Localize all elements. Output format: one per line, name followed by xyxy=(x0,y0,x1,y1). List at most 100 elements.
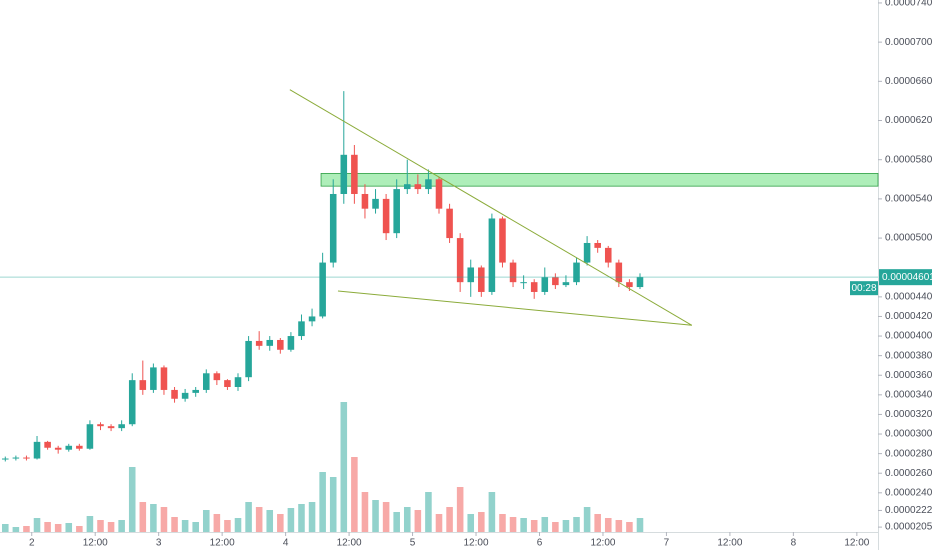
trendline xyxy=(337,290,692,326)
y-tick-label: 0.00002050 xyxy=(885,522,932,533)
x-tick-label: 12:00 xyxy=(210,538,235,549)
candle-body xyxy=(414,184,422,190)
volume-bar xyxy=(446,507,453,532)
x-tick-label: 6 xyxy=(537,538,543,549)
candle-body xyxy=(255,340,263,346)
volume-bar xyxy=(467,514,475,532)
x-tick-label: 12:00 xyxy=(844,538,869,549)
volume-bar xyxy=(54,524,62,532)
candle-body xyxy=(171,389,178,399)
volume-bar xyxy=(615,520,623,532)
volume-bar xyxy=(361,492,369,532)
candle-body xyxy=(615,262,623,283)
volume-bar xyxy=(298,504,305,532)
candle-body xyxy=(2,458,9,460)
candle-body xyxy=(583,242,591,263)
candle-body xyxy=(435,179,443,209)
candle-body xyxy=(403,184,411,190)
volume-bar xyxy=(2,524,9,532)
candle-body xyxy=(65,445,73,450)
volume-bar xyxy=(287,508,295,532)
volume-bar xyxy=(403,507,411,532)
candle-body xyxy=(573,262,580,283)
volume-bar xyxy=(23,526,30,532)
candle-body xyxy=(44,441,51,448)
x-tick-label: 7 xyxy=(664,538,670,549)
volume-bar xyxy=(329,477,337,532)
volume-bar xyxy=(245,502,252,532)
candle-body xyxy=(12,457,20,459)
candle-body xyxy=(202,373,210,390)
candle-body xyxy=(298,321,305,337)
candle-body xyxy=(393,189,400,234)
volume-bar xyxy=(255,507,263,532)
volume-bar xyxy=(393,512,400,532)
volume-bar xyxy=(44,522,51,532)
candle-body xyxy=(181,392,189,399)
resistance-zone xyxy=(320,173,879,187)
candle-body xyxy=(340,154,348,194)
x-tick-label: 12:00 xyxy=(337,538,362,549)
x-tick-label: 2 xyxy=(29,538,35,549)
volume-bar xyxy=(594,514,601,532)
volume-bar xyxy=(372,500,379,532)
countdown-box xyxy=(850,281,878,296)
volume-bar xyxy=(541,517,549,532)
candle-body xyxy=(107,426,115,429)
volume-bar xyxy=(118,520,125,532)
candle-body xyxy=(636,277,644,288)
candle-body xyxy=(562,282,570,286)
volume-bar xyxy=(107,522,115,532)
candle-body xyxy=(488,218,496,292)
volume-bar xyxy=(277,514,284,532)
candle-body xyxy=(245,340,252,378)
candle-body xyxy=(626,282,633,288)
volume-bar xyxy=(583,507,591,532)
candle-body xyxy=(509,262,517,283)
volume-bar xyxy=(414,510,422,532)
volume-bar xyxy=(266,510,274,532)
candle-body xyxy=(86,424,94,449)
x-tick-label: 12:00 xyxy=(83,538,108,549)
volume-bar xyxy=(340,402,348,532)
volume-bar xyxy=(478,512,485,532)
volume-bar xyxy=(128,467,136,532)
candle-body xyxy=(361,193,369,209)
candle-body xyxy=(234,377,242,387)
volume-bar xyxy=(12,527,20,532)
volume-bar xyxy=(530,520,538,532)
volume-bar xyxy=(76,526,83,532)
volume-bar xyxy=(213,514,221,532)
x-tick-label: 12:00 xyxy=(717,538,742,549)
volume-bar xyxy=(224,520,231,532)
volume-bar xyxy=(562,520,570,532)
volume-bar xyxy=(202,510,210,532)
volume-bar xyxy=(435,514,443,532)
candle-body xyxy=(467,267,475,283)
volume-bar xyxy=(488,492,496,532)
candle-body xyxy=(128,380,136,425)
volume-bar xyxy=(573,517,580,532)
trendline xyxy=(289,89,693,326)
candle-body xyxy=(530,282,538,292)
candle-body xyxy=(23,457,30,459)
candle-body xyxy=(150,367,157,390)
volume-bar xyxy=(139,502,147,532)
candle-body xyxy=(604,247,612,263)
candle-body xyxy=(499,218,506,263)
candle-body xyxy=(329,193,337,263)
volume-bar xyxy=(171,517,178,532)
candle-body xyxy=(224,380,231,387)
x-tick-label: 5 xyxy=(410,538,416,549)
